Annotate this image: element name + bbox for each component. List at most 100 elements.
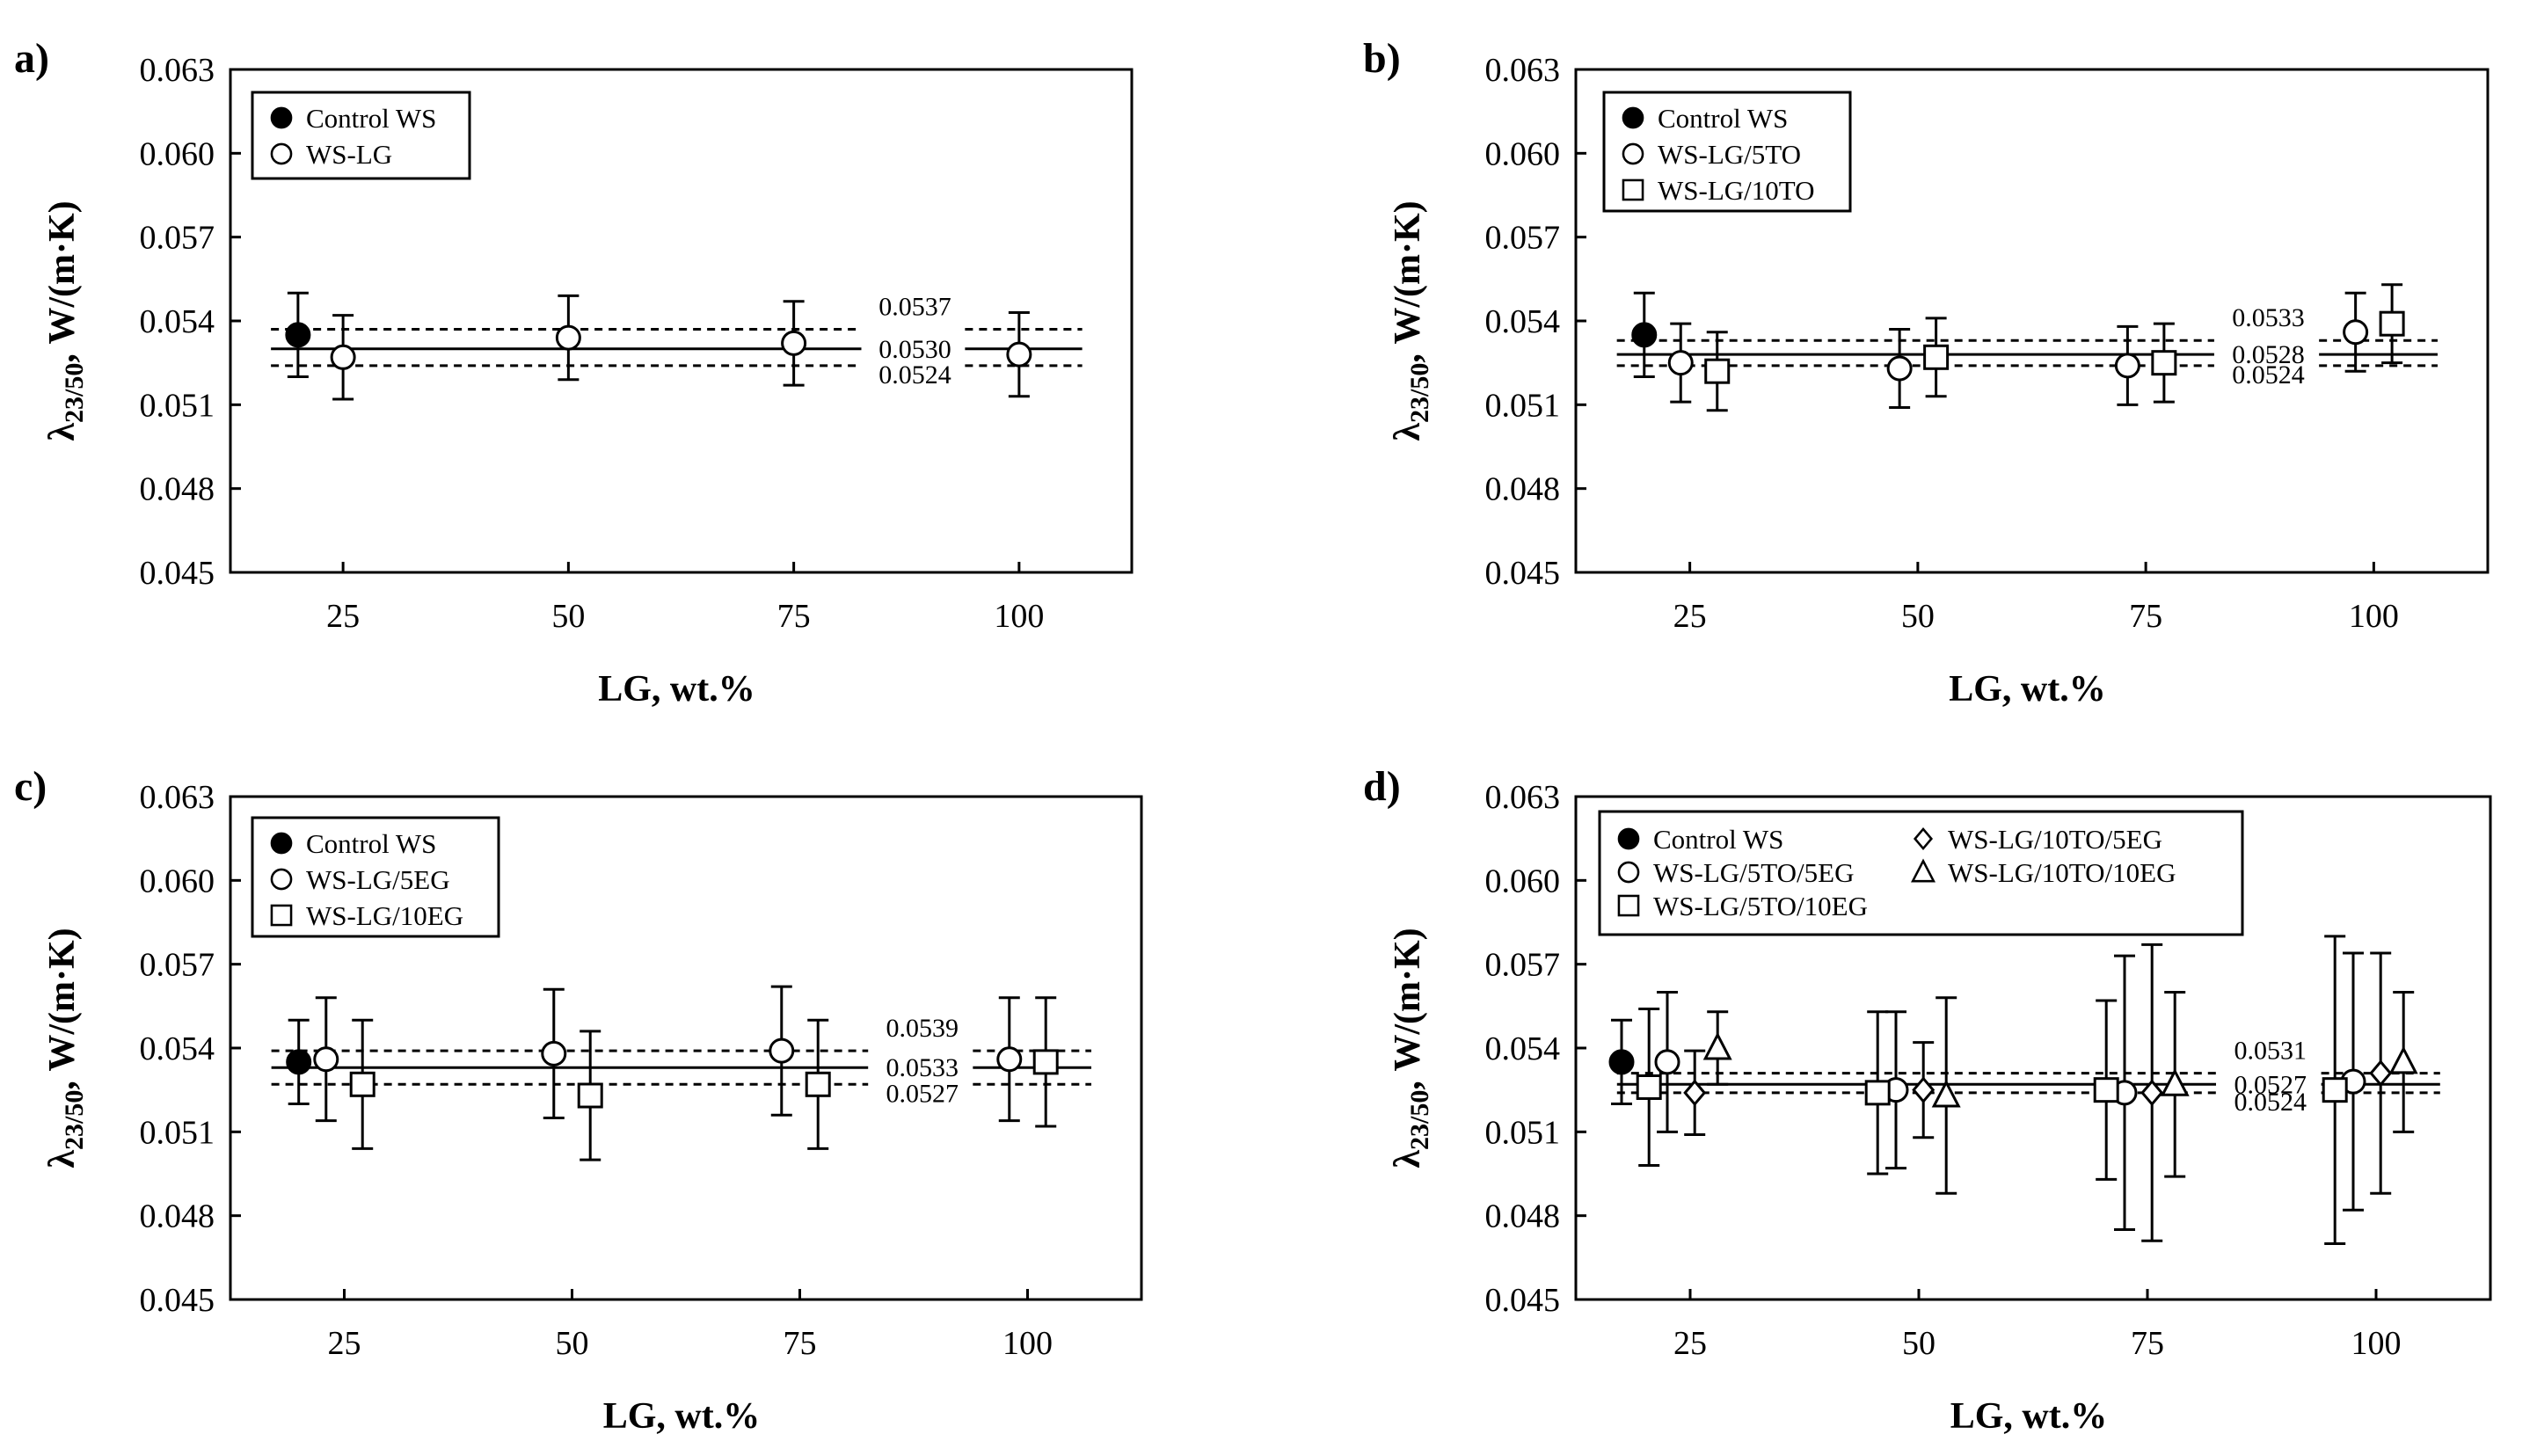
y-axis-label: λ23/50, W/(m·K) bbox=[42, 928, 89, 1168]
y-tick-label: 0.060 bbox=[1485, 135, 1561, 172]
legend-label: WS-LG/10TO/10EG bbox=[1948, 857, 2176, 888]
data-point bbox=[1032, 1049, 1059, 1075]
reference-line-label: 0.0528 bbox=[2232, 340, 2305, 369]
legend-marker-group bbox=[1911, 858, 1936, 883]
legend-marker-group bbox=[270, 106, 293, 129]
y-axis-label-unit: , W/(m·K) bbox=[1388, 200, 1428, 362]
y-tick-label: 0.057 bbox=[1485, 947, 1561, 984]
legend-marker bbox=[270, 832, 293, 855]
x-tick-label: 100 bbox=[994, 598, 1044, 635]
y-tick-label: 0.054 bbox=[1485, 303, 1561, 340]
data-point bbox=[2140, 1079, 2164, 1107]
legend-marker-group bbox=[270, 904, 293, 927]
x-tick-label: 100 bbox=[1002, 1325, 1053, 1362]
legend-marker-group bbox=[1622, 142, 1644, 165]
x-tick-label: 25 bbox=[328, 1325, 361, 1362]
legend-label: WS-LG/10EG bbox=[306, 900, 463, 931]
legend: Control WS WS-LG/5EG WS-LG/10EG bbox=[251, 816, 500, 938]
series-control-ws bbox=[1608, 1018, 1635, 1106]
data-point bbox=[555, 324, 581, 351]
data-point bbox=[1864, 1080, 1891, 1106]
data-point bbox=[805, 1071, 831, 1097]
legend: Control WS WS-LG bbox=[251, 91, 471, 180]
y-axis-label-symbol: λ bbox=[1388, 1150, 1428, 1168]
legend-label: WS-LG/5EG bbox=[306, 864, 450, 895]
data-point bbox=[1912, 1076, 1936, 1103]
legend-marker bbox=[1911, 858, 1936, 883]
panel-a: a) 0.045 0.048 0.051 0.054 0.057 0.060 0.063 25 5… bbox=[14, 35, 1134, 710]
legend-marker bbox=[1622, 106, 1644, 129]
y-tick-label: 0.048 bbox=[1485, 1198, 1561, 1235]
legend-marker-group bbox=[1913, 826, 1934, 851]
legend-marker bbox=[270, 142, 293, 165]
y-axis-label-subscript: 23/50 bbox=[1405, 363, 1434, 423]
x-tick-label: 25 bbox=[326, 598, 360, 635]
x-tick-label: 75 bbox=[2131, 1325, 2164, 1362]
data-point bbox=[2343, 319, 2369, 346]
y-axis-label-unit: , W/(m·K) bbox=[42, 200, 83, 362]
legend-marker-group bbox=[1617, 894, 1640, 917]
legend-marker-group bbox=[270, 832, 293, 855]
y-tick-label: 0.054 bbox=[140, 303, 215, 340]
y-tick-label: 0.054 bbox=[1485, 1030, 1561, 1067]
data-point bbox=[2151, 350, 2177, 376]
data-point bbox=[1704, 358, 1731, 384]
data-point bbox=[2114, 353, 2140, 379]
legend-label: Control WS bbox=[1658, 103, 1788, 134]
y-tick-label: 0.063 bbox=[140, 52, 215, 89]
y-tick-label: 0.045 bbox=[1485, 1282, 1561, 1319]
data-point bbox=[781, 330, 807, 356]
legend-box bbox=[251, 816, 500, 938]
y-tick-label: 0.048 bbox=[140, 471, 215, 508]
legend-marker-group bbox=[1622, 178, 1644, 201]
legend-label: WS-LG/10TO bbox=[1658, 175, 1815, 206]
data-point bbox=[1636, 1074, 1662, 1100]
y-tick-label: 0.051 bbox=[1485, 1114, 1561, 1151]
y-axis-label-unit: , W/(m·K) bbox=[1388, 928, 1428, 1089]
reference-line-label: 0.0527 bbox=[2234, 1070, 2307, 1099]
y-tick-label: 0.057 bbox=[140, 947, 215, 984]
panel-label: b) bbox=[1363, 35, 1401, 82]
y-axis-label-subscript: 23/50 bbox=[60, 1090, 89, 1150]
series-ws-lg-10to bbox=[1704, 283, 2405, 412]
data-point bbox=[1923, 344, 1950, 370]
legend-marker-group bbox=[1622, 106, 1644, 129]
data-point bbox=[285, 322, 311, 348]
panel-label: d) bbox=[1363, 763, 1401, 810]
y-axis-label-symbol: λ bbox=[42, 1150, 83, 1168]
legend-label: WS-LG bbox=[306, 139, 392, 170]
x-tick-label: 50 bbox=[551, 598, 585, 635]
x-axis-label: LG, wt.% bbox=[603, 1396, 761, 1437]
series-control-ws bbox=[286, 1018, 312, 1106]
y-tick-label: 0.048 bbox=[140, 1198, 215, 1235]
data-point bbox=[2322, 1077, 2348, 1103]
legend-marker bbox=[1617, 894, 1640, 917]
data-point bbox=[330, 344, 356, 370]
data-point bbox=[1631, 322, 1658, 348]
legend-box bbox=[1602, 91, 1852, 213]
data-point bbox=[1654, 1049, 1680, 1075]
data-point bbox=[541, 1040, 567, 1067]
series-ws-lg-10to-10eg bbox=[1702, 990, 2418, 1195]
y-tick-label: 0.054 bbox=[140, 1030, 215, 1067]
y-axis-label: λ23/50, W/(m·K) bbox=[42, 200, 89, 440]
legend-marker bbox=[1617, 827, 1640, 850]
data-point bbox=[2160, 1068, 2190, 1096]
legend-label: WS-LG/5TO/5EG bbox=[1653, 857, 1854, 888]
x-tick-label: 75 bbox=[2129, 598, 2162, 635]
data-point bbox=[286, 1049, 312, 1075]
x-tick-label: 25 bbox=[1673, 598, 1707, 635]
reference-line-label: 0.0524 bbox=[2234, 1088, 2307, 1117]
data-point bbox=[2093, 1077, 2119, 1103]
y-tick-label: 0.057 bbox=[140, 220, 215, 257]
legend-box bbox=[251, 91, 471, 180]
y-axis-label-symbol: λ bbox=[42, 423, 83, 441]
reference-line-label: 0.0527 bbox=[886, 1079, 959, 1108]
data-point bbox=[1931, 1079, 1961, 1108]
x-tick-label: 75 bbox=[784, 1325, 817, 1362]
y-tick-label: 0.051 bbox=[140, 387, 215, 424]
data-point bbox=[2388, 1045, 2418, 1074]
y-tick-label: 0.045 bbox=[1485, 555, 1561, 592]
